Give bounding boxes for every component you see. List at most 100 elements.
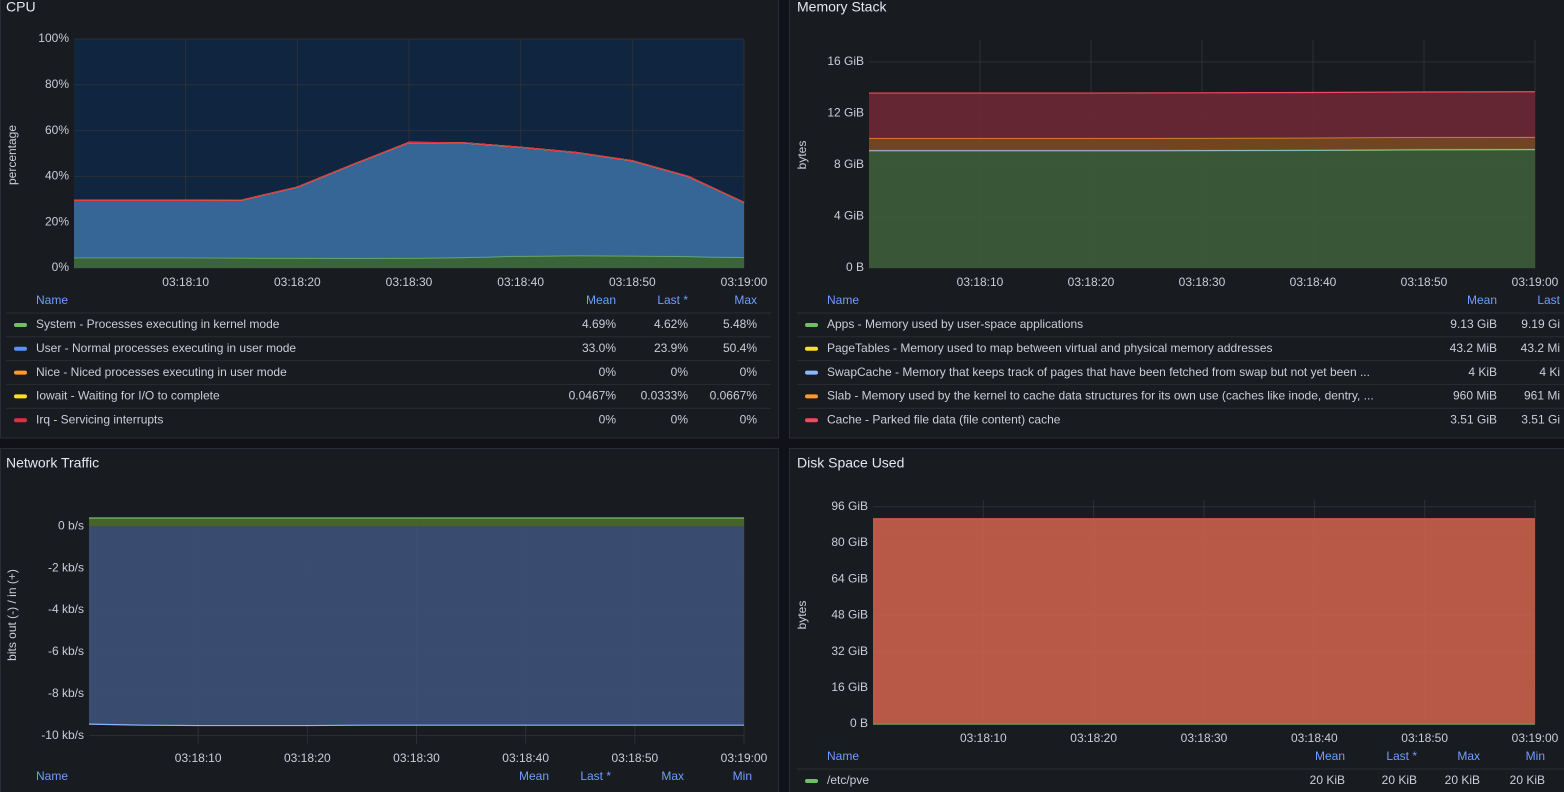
legend-name: Iowait - Waiting for I/O to complete bbox=[36, 389, 220, 403]
legend-name: User - Normal processes executing in use… bbox=[36, 341, 296, 355]
legend-header: Mean bbox=[586, 293, 616, 307]
y-tick-label: 16 GiB bbox=[831, 680, 868, 694]
legend-name: Irq - Servicing interrupts bbox=[36, 412, 163, 426]
x-tick-label: 03:18:40 bbox=[497, 275, 544, 289]
y-tick-label: 40% bbox=[45, 169, 69, 183]
x-tick-label: 03:18:20 bbox=[1070, 731, 1117, 745]
legend-header: Name bbox=[36, 769, 68, 783]
x-tick-label: 03:18:40 bbox=[502, 751, 549, 765]
legend-name: System - Processes executing in kernel m… bbox=[36, 317, 280, 331]
x-tick-label: 03:18:50 bbox=[1401, 275, 1448, 289]
y-axis-label: bits out (-) / in (+) bbox=[5, 569, 19, 661]
series-line bbox=[74, 141, 745, 203]
x-tick-label: 03:19:00 bbox=[721, 275, 768, 289]
x-tick-label: 03:18:30 bbox=[393, 751, 440, 765]
legend-header: Last * bbox=[657, 293, 688, 307]
panel-title: Network Traffic bbox=[6, 455, 99, 471]
legend-value: 0% bbox=[599, 412, 617, 426]
legend-swatch bbox=[805, 394, 818, 399]
legend-header: Mean bbox=[1467, 293, 1497, 307]
legend-header: Max bbox=[734, 293, 757, 307]
legend-value: 9.19 Gi bbox=[1521, 317, 1560, 331]
legend-value: 0% bbox=[740, 412, 758, 426]
x-tick-label: 03:18:10 bbox=[960, 731, 1007, 745]
legend-swatch bbox=[805, 346, 818, 351]
legend-value: 3.51 GiB bbox=[1450, 412, 1497, 426]
legend-value: 4 KiB bbox=[1468, 365, 1497, 379]
legend-value: 20 KiB bbox=[1445, 773, 1480, 787]
x-tick-label: 03:18:50 bbox=[609, 275, 656, 289]
legend-swatch bbox=[14, 418, 27, 423]
area-fill bbox=[89, 526, 744, 726]
legend-swatch bbox=[14, 323, 27, 327]
x-tick-label: 03:18:20 bbox=[284, 751, 331, 765]
legend-header: Name bbox=[827, 749, 859, 763]
y-tick-label: 16 GiB bbox=[827, 54, 864, 68]
legend-header: Last * bbox=[1386, 749, 1417, 763]
legend-value: 33.0% bbox=[582, 341, 616, 355]
legend-value: 43.2 Mi bbox=[1521, 341, 1560, 355]
y-axis-label: bytes bbox=[795, 141, 809, 170]
legend-value: 20 KiB bbox=[1310, 773, 1345, 787]
y-tick-label: 80% bbox=[45, 77, 69, 91]
y-axis-label: percentage bbox=[5, 125, 19, 185]
area-fill bbox=[869, 91, 1535, 139]
x-tick-label: 03:18:10 bbox=[957, 275, 1004, 289]
y-tick-label: 0 B bbox=[846, 260, 864, 274]
legend-value: 0.0333% bbox=[641, 389, 689, 403]
y-tick-label: -4 kb/s bbox=[48, 602, 84, 616]
legend-value: 50.4% bbox=[723, 341, 757, 355]
x-tick-label: 03:18:50 bbox=[1401, 731, 1448, 745]
x-tick-label: 03:19:00 bbox=[721, 751, 768, 765]
panel-title: Disk Space Used bbox=[797, 455, 904, 471]
panel-title: Memory Stack bbox=[797, 0, 887, 15]
legend-value: 3.51 Gi bbox=[1521, 412, 1560, 426]
x-tick-label: 03:19:00 bbox=[1512, 731, 1559, 745]
legend-value: 960 MiB bbox=[1453, 389, 1497, 403]
legend-value: 0.0667% bbox=[710, 389, 758, 403]
x-tick-label: 03:19:00 bbox=[1512, 275, 1559, 289]
y-tick-label: -8 kb/s bbox=[48, 686, 84, 700]
legend-swatch bbox=[14, 370, 27, 375]
y-tick-label: 4 GiB bbox=[834, 209, 864, 223]
x-tick-label: 03:18:30 bbox=[1181, 731, 1228, 745]
legend-swatch bbox=[805, 323, 818, 327]
legend-header: Min bbox=[733, 769, 752, 783]
legend-value: 0% bbox=[740, 365, 758, 379]
legend-header: Max bbox=[1457, 749, 1480, 763]
legend-swatch bbox=[805, 370, 818, 375]
legend-value: 4.62% bbox=[654, 317, 688, 331]
y-tick-label: 0 B bbox=[850, 716, 868, 730]
legend-name: Slab - Memory used by the kernel to cach… bbox=[827, 389, 1374, 403]
x-tick-label: 03:18:30 bbox=[386, 275, 433, 289]
area-fill bbox=[873, 518, 1535, 724]
legend-value: 0% bbox=[671, 412, 689, 426]
legend-header: Name bbox=[827, 293, 859, 307]
x-tick-label: 03:18:30 bbox=[1179, 275, 1226, 289]
legend-name: Apps - Memory used by user-space applica… bbox=[827, 317, 1083, 331]
area-fill bbox=[869, 149, 1535, 268]
y-axis-label: bytes bbox=[795, 601, 809, 630]
x-tick-label: 03:18:20 bbox=[274, 275, 321, 289]
legend-value: 20 KiB bbox=[1510, 773, 1545, 787]
legend-name: /etc/pve bbox=[827, 773, 869, 787]
area-fill bbox=[869, 136, 1535, 151]
series-line bbox=[869, 91, 1536, 94]
y-tick-label: 80 GiB bbox=[831, 535, 868, 549]
legend-value: 0% bbox=[599, 365, 617, 379]
y-tick-label: 32 GiB bbox=[831, 644, 868, 658]
legend-header: Last bbox=[1537, 293, 1560, 307]
x-tick-label: 03:18:50 bbox=[611, 751, 658, 765]
x-tick-label: 03:18:10 bbox=[162, 275, 209, 289]
y-tick-label: -10 kb/s bbox=[41, 728, 84, 742]
legend-value: 0% bbox=[671, 365, 689, 379]
legend-value: 0.0467% bbox=[569, 389, 617, 403]
y-tick-label: 100% bbox=[38, 31, 69, 45]
legend-swatch bbox=[805, 418, 818, 423]
legend-value: 961 Mi bbox=[1524, 389, 1560, 403]
legend-value: 20 KiB bbox=[1382, 773, 1417, 787]
series-line bbox=[88, 723, 744, 727]
legend-header: Name bbox=[36, 293, 68, 307]
legend-swatch bbox=[14, 394, 27, 399]
